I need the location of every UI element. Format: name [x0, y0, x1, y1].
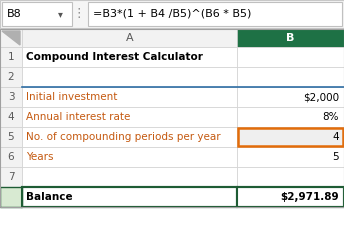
Bar	[0, 67, 22, 87]
Bar	[237, 147, 344, 167]
Bar	[237, 29, 344, 47]
Bar	[22, 167, 237, 187]
Text: 5: 5	[332, 152, 339, 162]
Text: =B3*(1 + B4 /B5)^(B6 * B5): =B3*(1 + B4 /B5)^(B6 * B5)	[93, 9, 251, 19]
Bar	[0, 29, 344, 207]
Text: $2,000: $2,000	[303, 92, 339, 102]
Bar	[22, 187, 344, 207]
Text: No. of compounding periods per year: No. of compounding periods per year	[26, 132, 221, 142]
Text: 4: 4	[8, 112, 14, 122]
Text: 6: 6	[8, 152, 14, 162]
Bar	[2, 2, 72, 26]
Bar	[237, 67, 344, 87]
Polygon shape	[2, 31, 20, 45]
Text: Annual interest rate: Annual interest rate	[26, 112, 130, 122]
Bar	[237, 187, 344, 207]
Bar	[0, 187, 22, 207]
Text: A: A	[126, 33, 133, 43]
Bar	[88, 2, 342, 26]
Bar	[22, 87, 237, 107]
Bar	[0, 187, 22, 207]
Text: 7: 7	[8, 172, 14, 182]
Bar	[22, 29, 237, 47]
Text: 4: 4	[332, 132, 339, 142]
Bar	[237, 167, 344, 187]
Text: B8: B8	[7, 9, 22, 19]
Text: ⋮: ⋮	[73, 7, 85, 20]
Bar	[237, 127, 344, 147]
Bar	[22, 47, 237, 67]
Text: 8%: 8%	[323, 112, 339, 122]
Text: 5: 5	[8, 132, 14, 142]
Bar	[22, 187, 237, 207]
Text: Initial investment: Initial investment	[26, 92, 117, 102]
Text: 2: 2	[8, 72, 14, 82]
Bar	[237, 47, 344, 67]
Bar	[0, 167, 22, 187]
Text: $2,971.89: $2,971.89	[280, 192, 339, 202]
Bar	[22, 127, 237, 147]
Bar	[22, 107, 237, 127]
Text: Years: Years	[26, 152, 54, 162]
Text: Compound Interest Calculator: Compound Interest Calculator	[26, 52, 203, 62]
Bar	[0, 127, 22, 147]
Bar	[0, 29, 22, 47]
Text: B: B	[286, 33, 295, 43]
Bar	[22, 147, 237, 167]
Text: Balance: Balance	[26, 192, 73, 202]
Text: 1: 1	[8, 52, 14, 62]
Bar	[0, 0, 344, 28]
Text: ▾: ▾	[58, 9, 63, 19]
Bar	[237, 87, 344, 107]
Text: 8: 8	[7, 192, 15, 202]
Bar	[0, 107, 22, 127]
Bar	[0, 147, 22, 167]
Bar	[0, 87, 22, 107]
Bar	[0, 47, 22, 67]
Text: 3: 3	[8, 92, 14, 102]
Bar	[238, 128, 343, 146]
Bar	[237, 107, 344, 127]
Bar	[22, 67, 237, 87]
